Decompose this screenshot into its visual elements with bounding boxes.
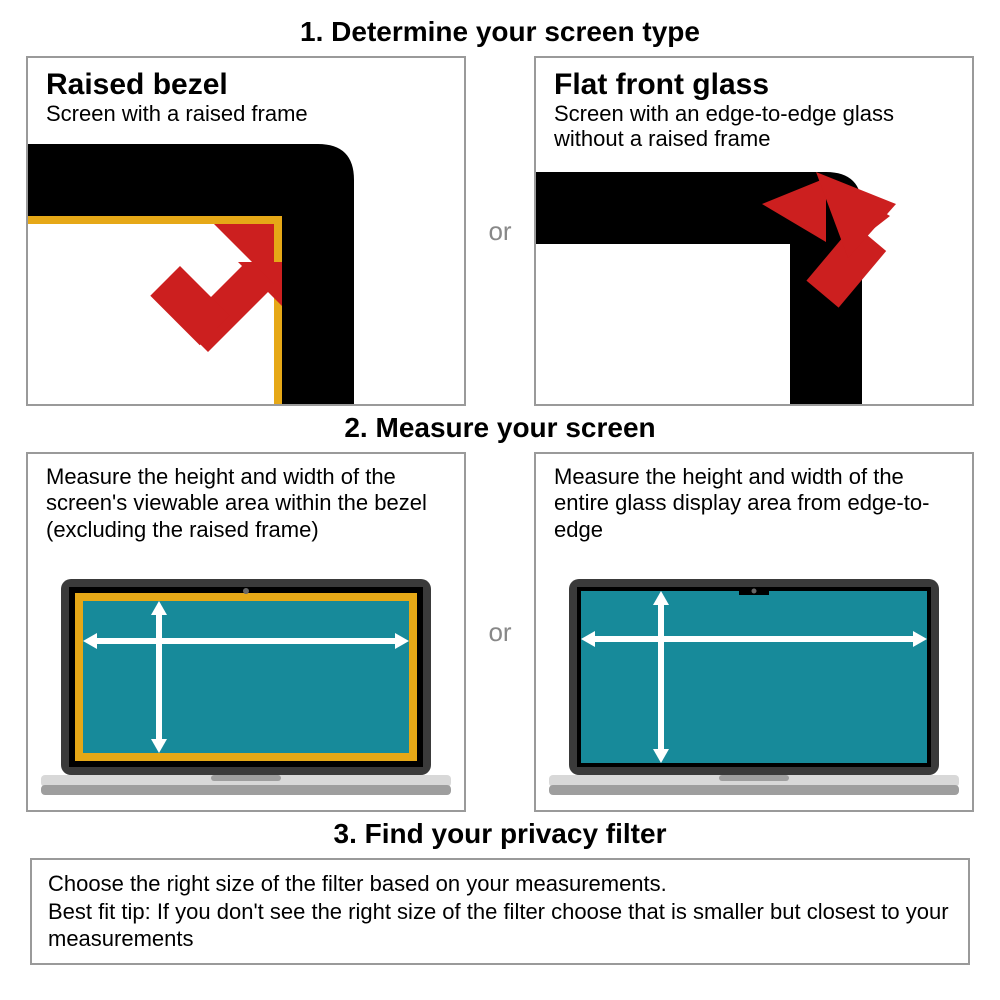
step3-line1: Choose the right size of the filter base… xyxy=(48,870,952,898)
flat-glass-subtitle: Screen with an edge-to-edge glass withou… xyxy=(536,101,972,158)
measure-outer-text: Measure the height and width of the enti… xyxy=(536,454,972,549)
step3-line2: Best fit tip: If you don't see the right… xyxy=(48,898,952,953)
panel-measure-inner: Measure the height and width of the scre… xyxy=(26,452,466,812)
step1-or-label: or xyxy=(480,216,520,247)
flat-glass-diagram xyxy=(536,172,974,404)
step3-box: Choose the right size of the filter base… xyxy=(30,858,970,965)
laptop-inner-diagram xyxy=(41,579,451,804)
panel-flat-glass: Flat front glass Screen with an edge-to-… xyxy=(534,56,974,406)
raised-bezel-title: Raised bezel xyxy=(28,58,464,101)
step2-row: Measure the height and width of the scre… xyxy=(20,452,980,812)
flat-glass-title: Flat front glass xyxy=(536,58,972,101)
step1-heading: 1. Determine your screen type xyxy=(20,16,980,48)
panel-measure-outer: Measure the height and width of the enti… xyxy=(534,452,974,812)
laptop-outer-diagram xyxy=(549,579,959,804)
raised-bezel-subtitle: Screen with a raised frame xyxy=(28,101,464,132)
measure-inner-text: Measure the height and width of the scre… xyxy=(28,454,464,549)
step3-heading: 3. Find your privacy filter xyxy=(20,818,980,850)
panel-raised-bezel: Raised bezel Screen with a raised frame xyxy=(26,56,466,406)
step1-row: Raised bezel Screen with a raised frame … xyxy=(20,56,980,406)
raised-bezel-diagram xyxy=(28,144,466,404)
step2-heading: 2. Measure your screen xyxy=(20,412,980,444)
step2-or-label: or xyxy=(480,617,520,648)
